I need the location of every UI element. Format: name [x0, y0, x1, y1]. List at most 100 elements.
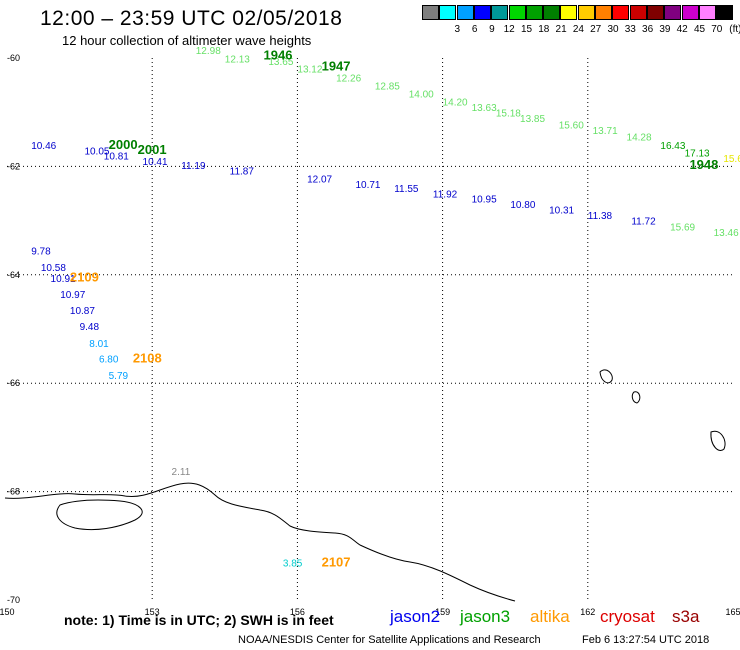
wave-height-value: 8.01: [89, 339, 109, 350]
legend-swatch: [439, 5, 457, 20]
pass-time-label: 2107: [322, 554, 351, 569]
wave-height-value: 10.46: [31, 141, 56, 152]
wave-height-value: 10.71: [355, 180, 380, 191]
wave-height-value: 15.61: [723, 154, 740, 165]
legend-label: 36: [642, 24, 654, 35]
pass-time-label: 2000: [109, 137, 138, 152]
wave-height-value: 5.79: [109, 371, 129, 382]
lon-tick-label: 156: [290, 607, 305, 617]
legend-swatch: [595, 5, 612, 20]
legend-swatch: [716, 5, 734, 20]
legend-swatch: [646, 5, 664, 20]
legend-swatch: [577, 5, 595, 20]
wave-height-value: 12.07: [307, 175, 332, 186]
wave-height-value: 16.43: [660, 141, 685, 152]
legend-swatch: [664, 5, 682, 20]
lon-tick-label: 159: [435, 607, 450, 617]
lat-tick-label: -60: [7, 53, 20, 63]
legend-label: 30: [607, 24, 619, 35]
lon-tick-label: 162: [580, 607, 595, 617]
island-1: [599, 369, 613, 384]
legend-swatch: [543, 5, 561, 20]
lon-tick-label: 153: [145, 607, 160, 617]
wave-height-value: 11.38: [588, 211, 613, 222]
satellite-name: cryosat: [600, 607, 655, 626]
wave-height-value: 14.28: [627, 132, 652, 143]
legend-swatch: [612, 5, 630, 20]
wave-height-value: 12.26: [336, 73, 361, 84]
wave-height-value: 10.97: [60, 290, 85, 301]
island-3: [710, 430, 726, 451]
legend-swatch: [473, 5, 491, 20]
satellite-name: jason3: [460, 607, 511, 626]
lat-tick-label: -70: [7, 595, 20, 605]
lat-lon-grid: [7, 58, 733, 600]
wave-height-value: 15.69: [670, 222, 695, 233]
wave-height-value: 6.80: [99, 355, 119, 366]
lat-tick-label: -66: [7, 378, 20, 388]
legend-label: 24: [572, 24, 584, 35]
satellite-name: jason2: [390, 607, 441, 626]
legend-swatch: [681, 5, 699, 20]
legend-swatch: [422, 5, 439, 20]
lat-tick-label: -62: [7, 161, 20, 171]
wave-height-value: 10.05: [84, 146, 109, 157]
legend-label: 6: [471, 24, 478, 35]
legend-label: 33: [624, 24, 636, 35]
pass-time-label: 2001: [138, 142, 167, 157]
wave-height-value: 11.72: [631, 216, 656, 227]
wave-height-value: 11.19: [181, 161, 206, 172]
lon-tick-label: 165: [725, 607, 740, 617]
legend-label: 3: [454, 24, 461, 35]
generation-timestamp: Feb 6 13:27:54 UTC 2018: [582, 634, 710, 646]
lon-tick-label: 150: [0, 607, 15, 617]
wave-height-value: 13.12: [297, 65, 322, 76]
lat-tick-label: -68: [7, 487, 20, 497]
wave-height-value: 12.13: [225, 54, 250, 65]
wave-height-value: 14.00: [409, 90, 434, 101]
wave-height-value: 2.11: [172, 467, 191, 478]
legend-swatch: [491, 5, 509, 20]
wave-height-value: 9.78: [31, 247, 51, 258]
wave-height-value: 10.95: [472, 195, 497, 206]
wave-height-value: 10.87: [70, 306, 95, 317]
wave-height-value: 9.48: [80, 322, 100, 333]
legend-swatch: [560, 5, 578, 20]
wave-height-value: 15.60: [559, 120, 584, 131]
legend-label: 12: [503, 24, 515, 35]
wave-height-value: 11.87: [230, 167, 255, 178]
wave-height-value: 10.31: [549, 206, 574, 217]
wave-height-value: 14.20: [443, 98, 468, 109]
pass-time-label: 1946: [264, 48, 293, 63]
legend-label: 15: [520, 24, 533, 35]
wave-height-value: 13.65: [268, 57, 293, 68]
wave-height-value: 10.41: [143, 157, 168, 168]
pass-time-label: 1947: [322, 58, 351, 73]
lat-tick-label: -64: [7, 270, 20, 280]
legend-label: 27: [590, 24, 602, 35]
legend-label: 9: [489, 24, 495, 35]
legend-swatch: [698, 5, 716, 20]
satellite-name: altika: [530, 607, 570, 626]
footnote: note: 1) Time is in UTC; 2) SWH is in fe…: [64, 612, 334, 628]
wave-height-value: 11.55: [394, 184, 419, 195]
legend-swatch: [508, 5, 526, 20]
antarctic-coastline: [4, 369, 726, 602]
legend-label: 70: [711, 24, 723, 35]
wave-height-value: 13.63: [472, 103, 497, 114]
map-title: 12:00 – 23:59 UTC 02/05/2018: [40, 7, 343, 30]
coastline-main: [4, 482, 516, 602]
credit-line: NOAA/NESDIS Center for Satellite Applica…: [238, 634, 541, 646]
wave-height-value: 12.85: [375, 81, 400, 92]
wave-height-value: 15.18: [496, 109, 521, 120]
island-2: [631, 391, 641, 404]
legend-label: 42: [676, 24, 688, 35]
wave-height-labels: 12.98 12.13 13.65 13.12 12.26 12.85 14.00 14.20…: [31, 46, 740, 569]
wave-height-value: 11.92: [433, 189, 458, 200]
wave-height-value: 3.85: [283, 558, 303, 569]
wave-height-value: 13.71: [593, 126, 618, 137]
legend-label: 18: [538, 24, 550, 35]
pass-time-label: 2108: [133, 351, 162, 366]
axis-tick-labels: 150 153 156 159 162 165 -60 -62 -64 -66 -68 -70: [0, 53, 740, 617]
